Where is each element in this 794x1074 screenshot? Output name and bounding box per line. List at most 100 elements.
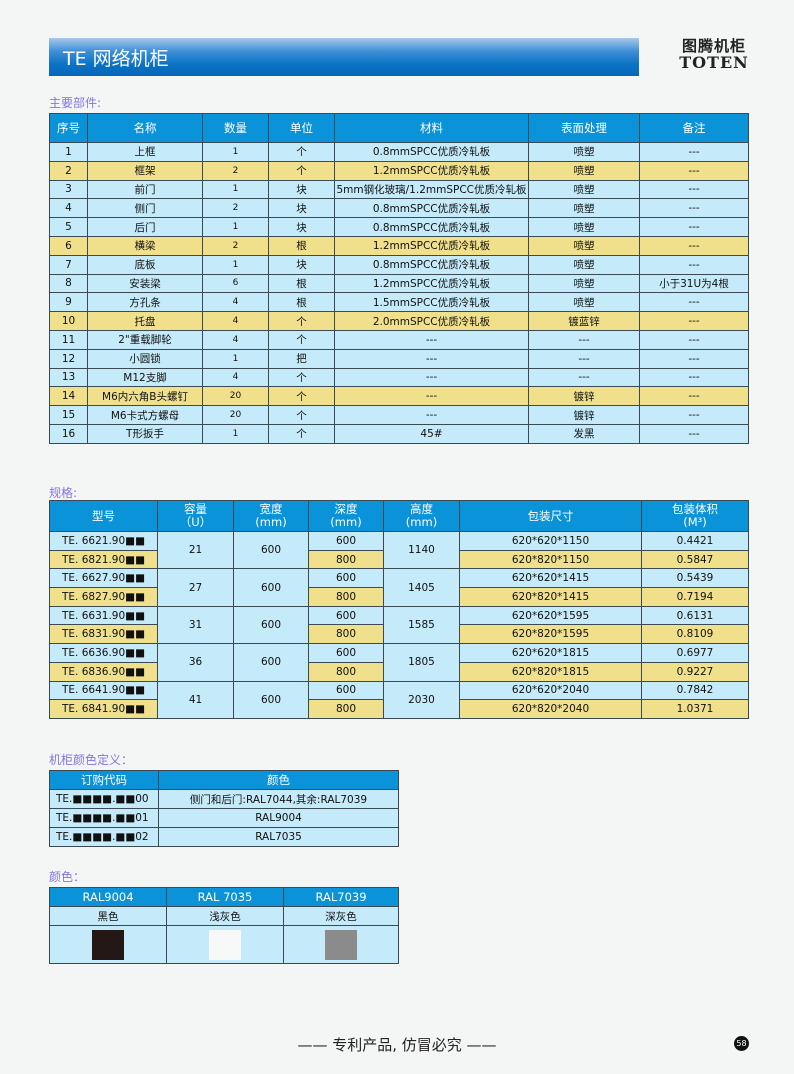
capacity-cell: 27	[157, 568, 234, 607]
model-cell: TE. 6621.90■■	[49, 531, 158, 551]
table-cell: 后门	[87, 217, 203, 237]
table-cell: 1	[202, 348, 269, 369]
model-cell: TE. 6636.90■■	[49, 643, 158, 663]
table-cell: RAL7035	[158, 827, 399, 847]
depth-cell: 800	[308, 661, 384, 682]
table-row: TE. 6836.90■■ 800 620*820*1815 0.9227	[49, 661, 749, 682]
table-row: TE. 6831.90■■ 800 620*820*1595 0.8109	[49, 624, 749, 645]
table-cell: 6	[49, 235, 88, 256]
table-cell: 喷塑	[528, 160, 640, 181]
package-size-cell: 620*820*1815	[459, 661, 642, 682]
table-cell: 1.5mmSPCC优质冷轧板	[334, 292, 529, 313]
column-header: 备注	[639, 113, 749, 143]
table-cell: 前门	[87, 179, 203, 200]
model-cell: TE. 6821.90■■	[49, 549, 158, 570]
table-cell: ---	[639, 254, 749, 275]
column-header: 包装体积 (M³)	[641, 500, 749, 532]
table-cell: 根	[268, 235, 335, 256]
table-cell: 15	[49, 405, 88, 425]
table-row: TE. 6841.90■■ 800 620*820*2040 1.0371	[49, 699, 749, 719]
color-swatch-table: RAL9004 RAL 7035 RAL7039 黑色 浅灰色 深灰色	[49, 887, 399, 964]
depth-cell: 600	[308, 531, 384, 551]
table-cell: 1.2mmSPCC优质冷轧板	[334, 160, 529, 181]
height-cell: 1805	[383, 643, 460, 682]
logo: 图腾机柜 TOTEN	[679, 37, 749, 72]
model-cell: TE. 6841.90■■	[49, 699, 158, 719]
table-cell: ---	[639, 405, 749, 425]
table-cell: 5mm钢化玻璃/1.2mmSPCC优质冷轧板	[334, 179, 529, 200]
table-cell: 0.8mmSPCC优质冷轧板	[334, 217, 529, 237]
table-cell: 0.8mmSPCC优质冷轧板	[334, 142, 529, 162]
table-cell: 上框	[87, 142, 203, 162]
table-cell: 0.8mmSPCC优质冷轧板	[334, 198, 529, 219]
table-cell: ---	[639, 142, 749, 162]
table-cell: 11	[49, 329, 88, 350]
depth-cell: 600	[308, 605, 384, 626]
table-cell: 块	[268, 217, 335, 237]
column-header: 宽度 (mm)	[233, 500, 309, 532]
table-cell: M6内六角B头螺钉	[87, 386, 203, 407]
width-cell: 600	[233, 530, 309, 570]
table-cell: 20	[202, 386, 269, 407]
table-row: 10 托盘 4 个 2.0mmSPCC优质冷轧板 镀蓝锌 ---	[49, 311, 749, 331]
table-cell: 1	[202, 142, 269, 162]
table-cell: 框架	[87, 160, 203, 181]
table-cell: 块	[268, 198, 335, 219]
table-cell: RAL9004	[158, 808, 399, 828]
table-cell: ---	[639, 292, 749, 313]
table-cell: 托盘	[87, 311, 203, 331]
table-cell: 块	[268, 179, 335, 200]
color-swatch	[92, 929, 124, 960]
package-volume-cell: 0.8109	[641, 624, 749, 645]
table-cell: 1.2mmSPCC优质冷轧板	[334, 235, 529, 256]
depth-cell: 600	[308, 568, 384, 589]
table-row: TE. 6636.90■■ 36 600 600 1805 620*620*1815 0.6…	[49, 643, 749, 682]
table-row: TE.■■■■.■■00 侧门和后门:RAL7044,其余:RAL7039	[49, 789, 399, 809]
table-cell: ---	[639, 423, 749, 444]
table-cell: 4	[202, 292, 269, 313]
color-swatch-cell	[166, 925, 284, 964]
table-cell: 喷塑	[528, 235, 640, 256]
table-cell: 镀锌	[528, 405, 640, 425]
table-row: 14 M6内六角B头螺钉 20 个 --- 镀锌 ---	[49, 386, 749, 407]
column-header: 包装尺寸	[459, 500, 642, 532]
table-cell: 1	[202, 254, 269, 275]
color-name-cell: 浅灰色	[166, 906, 284, 926]
color-swatch-cell	[283, 925, 399, 964]
table-cell: 10	[49, 311, 88, 331]
table-cell: 个	[268, 329, 335, 350]
table-cell: ---	[528, 367, 640, 388]
table-cell: 1	[202, 179, 269, 200]
height-cell: 1585	[383, 605, 460, 645]
table-cell: ---	[528, 329, 640, 350]
model-cell: TE. 6831.90■■	[49, 624, 158, 645]
table-row: TE. 6631.90■■ 31 600 600 1585 620*620*1595 0.6…	[49, 605, 749, 645]
table-cell: 4	[202, 367, 269, 388]
table-cell: ---	[334, 367, 529, 388]
column-header: 型号	[49, 500, 158, 532]
table-row: TE. 6621.90■■ 21 600 600 1140 620*620*1150 0.4…	[49, 530, 749, 570]
table-row: TE.■■■■.■■01 RAL9004	[49, 808, 399, 828]
table-cell: 1.2mmSPCC优质冷轧板	[334, 273, 529, 294]
model-cell: TE. 6827.90■■	[49, 587, 158, 607]
capacity-cell: 21	[157, 530, 234, 570]
table-row: 6 横梁 2 根 1.2mmSPCC优质冷轧板 喷塑 ---	[49, 235, 749, 256]
column-header: 表面处理	[528, 113, 640, 143]
table-cell: 1	[202, 217, 269, 237]
table-cell: ---	[639, 179, 749, 200]
table-cell: 横梁	[87, 235, 203, 256]
table-cell: ---	[334, 405, 529, 425]
table-cell: ---	[334, 386, 529, 407]
table-cell: ---	[639, 329, 749, 350]
color-code-header: RAL7039	[283, 887, 399, 907]
table-cell: 喷塑	[528, 217, 640, 237]
package-volume-cell: 0.6131	[641, 605, 749, 626]
table-cell: 喷塑	[528, 142, 640, 162]
package-volume-cell: 0.6977	[641, 643, 749, 663]
table-cell: 根	[268, 292, 335, 313]
package-size-cell: 620*620*1415	[459, 568, 642, 589]
color-swatch	[209, 929, 241, 960]
table-cell: ---	[528, 348, 640, 369]
table-row: 13 M12支脚 4 个 --- --- ---	[49, 367, 749, 388]
table-cell: 镀锌	[528, 386, 640, 407]
